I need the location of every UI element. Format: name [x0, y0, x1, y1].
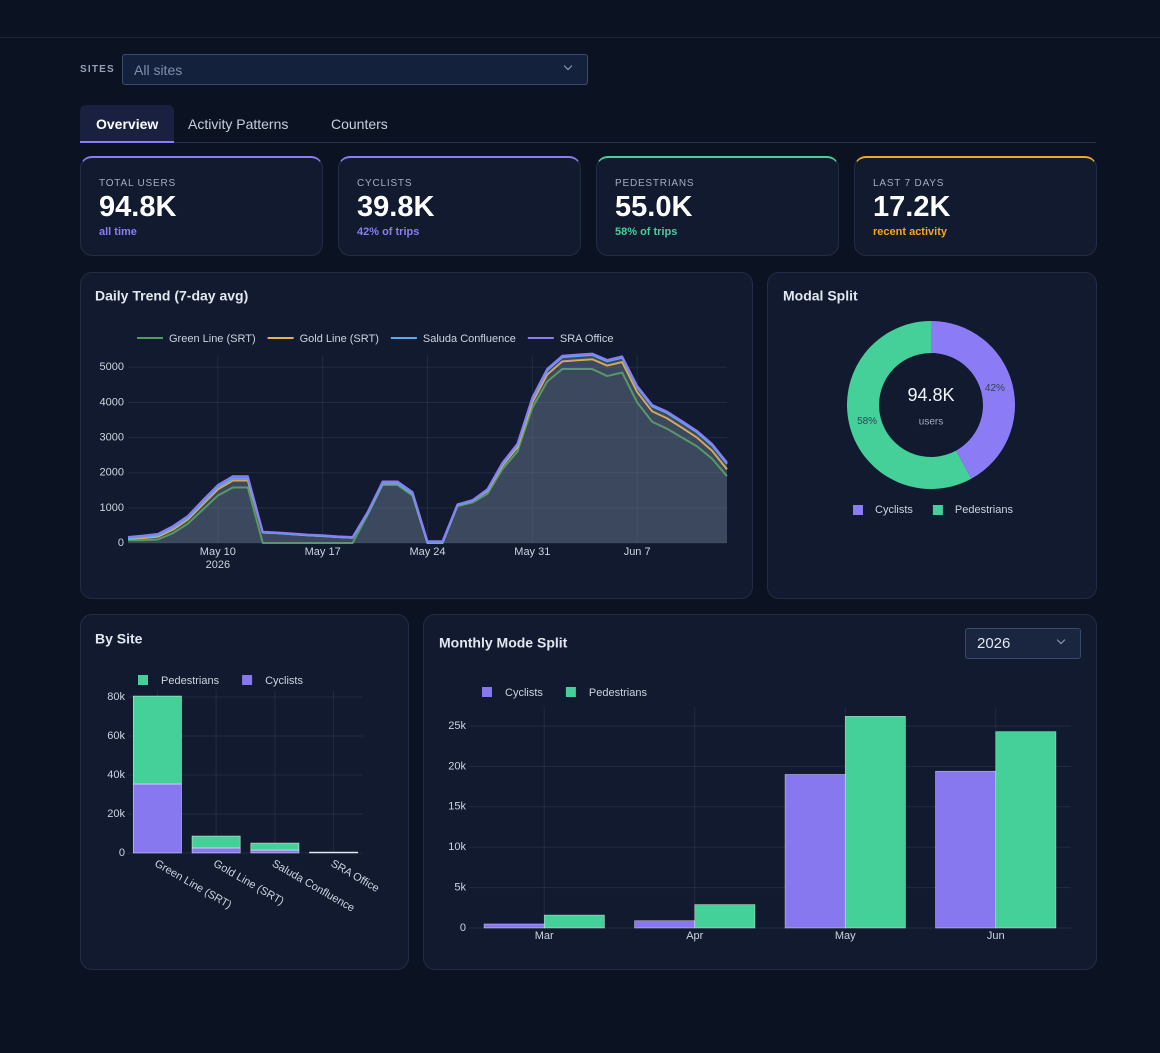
pie-slice	[931, 321, 1016, 479]
tab[interactable]: Activity Patterns	[188, 116, 289, 132]
chart-title: Monthly Mode Split	[439, 635, 568, 651]
legend-label: Pedestrians	[955, 504, 1014, 516]
y-tick-label: 0	[118, 537, 124, 549]
y-tick-label: 20k	[448, 760, 466, 772]
legend-label: Pedestrians	[161, 675, 220, 687]
y-tick-label: 10k	[448, 841, 466, 853]
x-tick-label: Mar	[535, 930, 554, 942]
y-tick-label: 60k	[107, 730, 125, 742]
bar	[844, 715, 906, 929]
legend-swatch	[482, 687, 492, 697]
chart-title: Daily Trend (7-day avg)	[95, 288, 248, 304]
center-label: users	[919, 417, 943, 428]
y-tick-label: 5k	[454, 882, 466, 894]
kpi-label: PEDESTRIANS	[615, 178, 695, 189]
bar	[694, 904, 756, 929]
bar	[634, 920, 696, 929]
x-tick-label: May	[835, 930, 856, 942]
bar	[250, 842, 300, 851]
y-tick-label: 5000	[100, 361, 124, 373]
y-tick-label: 4000	[100, 396, 124, 408]
legend-swatch	[242, 675, 253, 685]
x-tick-label: May 10	[200, 546, 236, 558]
bar	[483, 923, 545, 929]
bar	[995, 731, 1057, 929]
kpi-note: all time	[99, 226, 137, 238]
sites-select[interactable]: All sites	[122, 54, 588, 85]
area-fill	[128, 369, 727, 543]
bar	[250, 849, 300, 854]
bar	[191, 847, 241, 854]
kpi-card: TOTAL USERS 94.8K all time	[80, 156, 323, 256]
bar	[935, 770, 997, 929]
y-tick-label: 40k	[107, 769, 125, 781]
legend-label: Saluda Confluence	[423, 333, 516, 345]
kpi-note: 58% of trips	[615, 226, 678, 238]
kpi-label: CYCLISTS	[357, 178, 413, 189]
y-tick-label: 2000	[100, 467, 124, 479]
legend-label: Cyclists	[505, 687, 543, 699]
legend-swatch	[932, 505, 943, 515]
kpi-value: 94.8K	[99, 191, 177, 223]
legend-label: Gold Line (SRT)	[300, 333, 379, 345]
y-tick-label: 1000	[100, 502, 124, 514]
x-tick-label: May 31	[514, 546, 550, 558]
y-tick-label: 0	[460, 922, 466, 934]
kpi-note: 42% of trips	[357, 226, 420, 238]
y-tick-label: 20k	[107, 808, 125, 820]
tab[interactable]: Overview	[80, 105, 175, 143]
x-tick-label: Apr	[686, 930, 703, 942]
bar	[132, 695, 182, 785]
kpi-value: 39.8K	[357, 191, 435, 223]
kpi-value: 17.2K	[873, 191, 951, 223]
y-tick-label: 15k	[448, 801, 466, 813]
year-select[interactable]: 2026	[965, 628, 1081, 659]
x-tick-label: May 24	[409, 546, 445, 558]
select-placeholder: All sites	[134, 62, 183, 78]
legend-label: Pedestrians	[589, 687, 648, 699]
x-tick-label: SRA Office	[329, 858, 381, 895]
bar	[784, 774, 846, 929]
y-tick-label: 80k	[107, 691, 125, 703]
legend-swatch	[138, 675, 148, 685]
kpi-value: 55.0K	[615, 191, 693, 223]
kpi-card: CYCLISTS 39.8K 42% of trips	[338, 156, 581, 256]
chart-title: Modal Split	[783, 288, 858, 304]
chart-title: By Site	[95, 631, 143, 647]
legend-swatch	[565, 687, 576, 697]
x-tick-label: May 17	[305, 546, 341, 558]
legend-label: Cyclists	[265, 675, 303, 687]
y-tick-label: 3000	[100, 431, 124, 443]
trend-card	[80, 272, 753, 599]
kpi-card: LAST 7 DAYS 17.2K recent activity	[854, 156, 1097, 256]
legend-swatch	[853, 505, 863, 515]
top-bar	[0, 0, 1160, 38]
slice-label: 42%	[985, 383, 1005, 394]
pie-slice	[847, 321, 972, 490]
x-tick-year: 2026	[206, 559, 230, 571]
bar	[191, 835, 241, 849]
kpi-note: recent activity	[873, 226, 947, 238]
sites-label: SITES	[80, 64, 115, 75]
bar	[132, 783, 182, 854]
legend-label: Green Line (SRT)	[169, 333, 256, 345]
legend-label: Cyclists	[875, 504, 913, 516]
tab-divider	[80, 142, 1096, 143]
legend-label: SRA Office	[560, 333, 614, 345]
kpi-card: PEDESTRIANS 55.0K 58% of trips	[596, 156, 839, 256]
x-tick-label: Jun	[987, 930, 1005, 942]
center-value: 94.8K	[907, 385, 954, 405]
kpi-label: LAST 7 DAYS	[873, 178, 945, 189]
bar	[543, 914, 605, 929]
x-tick-label: Jun 7	[624, 546, 651, 558]
slice-label: 58%	[857, 416, 877, 427]
y-tick-label: 0	[119, 847, 125, 859]
tab[interactable]: Counters	[331, 116, 388, 132]
kpi-label: TOTAL USERS	[99, 178, 176, 189]
year-value: 2026	[977, 635, 1011, 652]
series-line	[127, 352, 728, 543]
y-tick-label: 25k	[448, 720, 466, 732]
